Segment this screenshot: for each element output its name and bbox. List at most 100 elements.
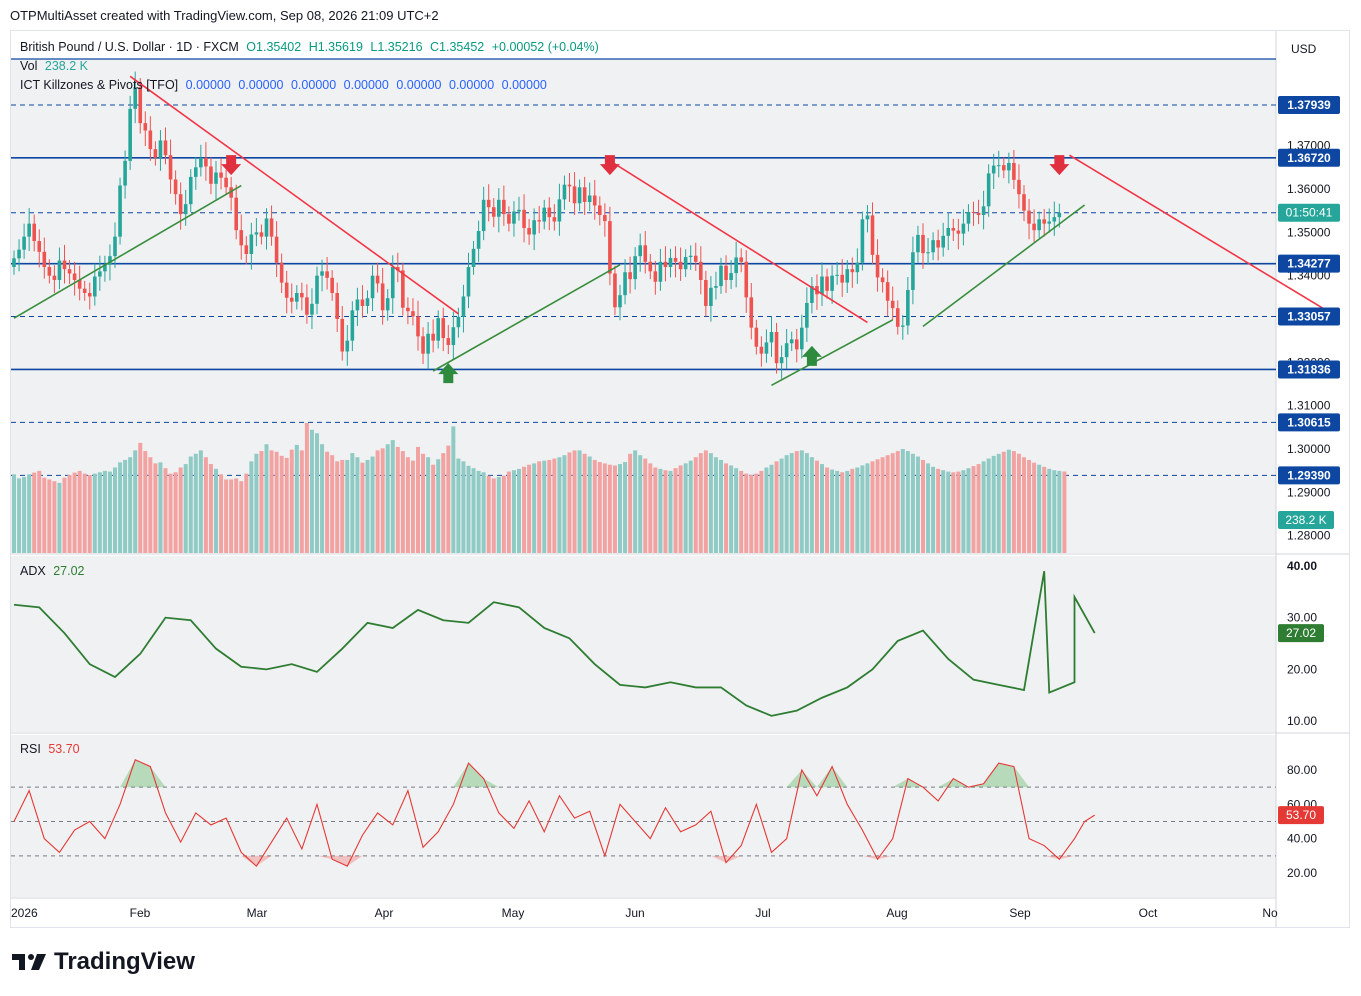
candle-body: [396, 267, 400, 271]
volume-bar: [926, 463, 931, 553]
candle-body: [527, 228, 531, 235]
candle-body: [825, 276, 829, 291]
volume-bar: [168, 473, 173, 553]
candle-body: [17, 249, 21, 259]
candle-body: [567, 184, 572, 187]
volume-bar: [244, 473, 249, 553]
currency-label[interactable]: USD: [1291, 42, 1317, 56]
volume-bar: [451, 426, 456, 553]
price-level-badge: [1278, 466, 1340, 485]
candle-body: [880, 277, 885, 283]
adx-legend[interactable]: ADX 27.02: [20, 564, 88, 578]
candle-body: [890, 300, 895, 309]
rsi-overbought-fill: [120, 759, 136, 788]
candle-body: [966, 211, 971, 224]
candle-body: [789, 339, 794, 344]
candle-body: [426, 333, 430, 354]
candle-body: [229, 187, 233, 198]
time-tick-label: Jun: [625, 906, 644, 920]
candle-body: [1042, 219, 1046, 224]
volume-bar: [713, 457, 718, 553]
volume-bar: [693, 457, 698, 553]
ict-label: ICT Killzones & Pivots [TFO]: [20, 78, 179, 92]
volume-bar: [587, 456, 592, 553]
candle-body: [810, 286, 814, 303]
candle-body: [668, 257, 673, 267]
price-level-label: 1.29390: [1287, 468, 1331, 482]
candle-body: [148, 130, 153, 150]
symbol-legend[interactable]: British Pound / U.S. Dollar · 1D · FXCM …: [20, 40, 603, 54]
volume-bar: [557, 457, 562, 553]
buy-arrow-icon: [438, 363, 459, 384]
volume-bar: [724, 463, 729, 553]
candle-body: [138, 87, 143, 124]
volume-bar: [764, 467, 769, 553]
volume-bar: [158, 462, 163, 553]
candle-body: [865, 215, 870, 220]
candle-body: [921, 234, 925, 254]
volume-bar: [567, 452, 572, 553]
volume-bar: [678, 465, 683, 553]
volume-bar: [840, 472, 845, 553]
candle-body: [850, 269, 855, 273]
candle-body: [401, 270, 405, 308]
sell-arrow-icon: [221, 155, 242, 176]
time-tick-label: No: [1262, 906, 1278, 920]
volume-legend[interactable]: Vol 238.2 K: [20, 59, 92, 73]
candle-body: [451, 327, 456, 345]
candle-body: [623, 272, 627, 296]
volume-bar: [153, 463, 158, 553]
candle-body: [310, 303, 314, 315]
candle-body: [163, 140, 168, 156]
candle-body: [688, 255, 693, 258]
volume-bar: [476, 470, 481, 553]
volume-bar: [274, 451, 279, 553]
volume-bar: [915, 456, 920, 553]
candle-body: [911, 252, 915, 290]
volume-bar: [835, 470, 840, 553]
volume-bar: [355, 457, 360, 553]
sell-arrow-icon: [1049, 155, 1070, 176]
volume-bar: [92, 473, 97, 553]
candle-body: [188, 176, 193, 205]
down-trendline: [129, 75, 459, 315]
candle-body: [794, 339, 799, 350]
price-level-badge: [1278, 360, 1340, 379]
volume-bar: [269, 450, 274, 553]
candle-body: [113, 236, 117, 257]
rsi-line: [13, 758, 1095, 867]
rsi-overbought-fill: [483, 778, 499, 788]
ict-value: 0.00000: [501, 78, 547, 92]
candle-body: [976, 212, 981, 215]
candle-body: [37, 241, 42, 252]
attribution-header: OTPMultiAsset created with TradingView.c…: [10, 8, 439, 23]
rsi-oversold-fill: [332, 855, 348, 867]
volume-bar: [931, 466, 936, 553]
rsi-oversold-fill: [256, 855, 272, 867]
candle-body: [380, 283, 385, 311]
candle-body: [678, 261, 683, 270]
candle-body: [658, 261, 663, 282]
candle-body: [259, 232, 264, 237]
volume-bar: [860, 465, 865, 553]
candle-body: [360, 299, 365, 306]
volume-bar: [1016, 453, 1021, 553]
volume-bar: [410, 460, 415, 553]
ict-value: 0.00000: [185, 78, 231, 92]
volume-bar: [234, 478, 239, 553]
price-level-label: 1.34277: [1287, 257, 1331, 271]
volume-bar: [461, 461, 466, 553]
volume-bar: [138, 442, 143, 553]
volume-bar: [1027, 459, 1032, 553]
volume-bar: [1042, 466, 1047, 553]
volume-bar: [542, 460, 547, 553]
rsi-oversold-fill: [726, 855, 742, 863]
volume-bar: [779, 458, 784, 553]
rsi-oversold-fill: [862, 855, 878, 860]
rsi-legend[interactable]: RSI 53.70: [20, 742, 84, 756]
up-trendline: [432, 264, 621, 372]
ict-legend[interactable]: ICT Killzones & Pivots [TFO] 0.00000 0.0…: [20, 78, 551, 92]
price-tick-label: 1.28000: [1287, 529, 1331, 543]
rsi-overbought-fill: [801, 770, 817, 788]
